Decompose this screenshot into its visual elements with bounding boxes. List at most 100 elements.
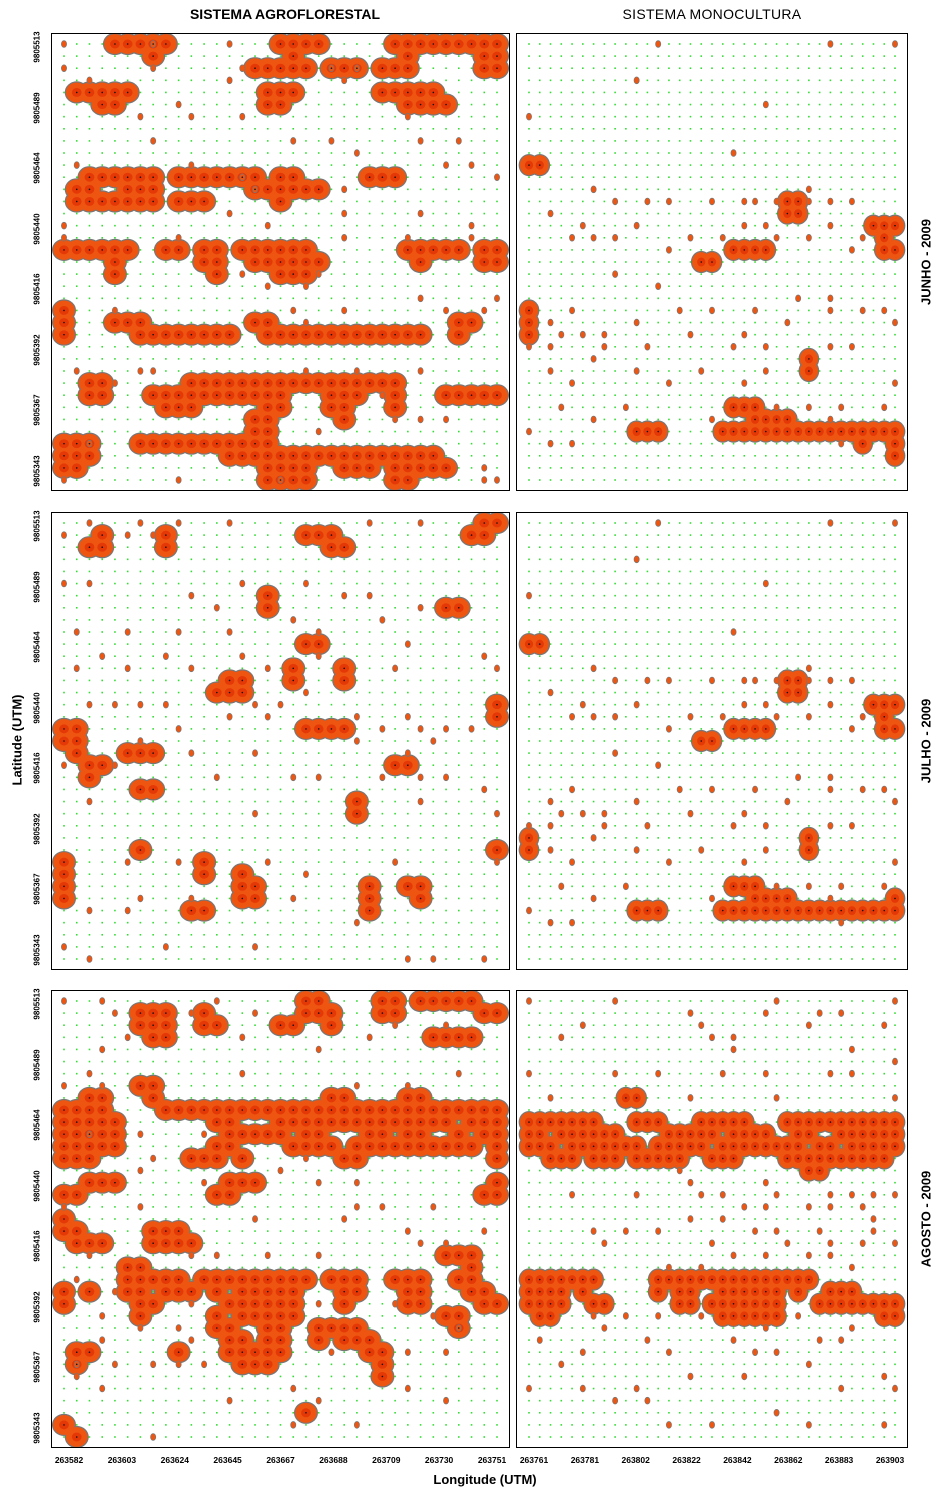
single-detection [762,343,769,351]
grid-point [470,297,473,300]
grid-point [775,152,778,154]
grid-point [266,824,269,827]
grid-point [88,430,91,433]
grid-point [560,188,563,191]
grid-point [470,667,473,670]
grid-point [292,594,295,597]
grid-point [445,236,447,239]
grid-point [381,115,384,118]
grid-point [528,418,530,421]
grid-point [317,394,320,397]
grid-point [549,430,552,433]
grid-point [330,522,333,524]
grid-point [368,394,371,397]
grid-point [711,285,713,288]
single-detection [698,367,705,375]
grid-point [407,570,409,573]
grid-point [330,800,333,803]
grid-point [657,297,659,300]
grid-point [381,236,384,239]
grid-point [432,394,435,397]
grid-point [343,643,345,645]
grid-point [381,655,384,658]
grid-point [797,43,799,45]
grid-point [797,442,799,445]
grid-point [614,188,616,191]
grid-point [732,467,735,469]
grid-point [203,619,205,621]
grid-point [228,321,231,324]
grid-point [394,582,396,585]
grid-point [786,261,789,263]
grid-point [851,479,853,481]
grid-point [483,358,486,360]
grid-point [407,140,409,142]
grid-point [114,55,116,57]
grid-point [538,79,541,82]
sample-point [139,188,142,191]
sample-point [343,454,345,457]
grid-point [254,606,256,609]
grid-point [419,594,422,597]
single-detection [892,318,898,327]
grid-point [279,309,282,312]
sample-point [786,430,789,433]
grid-point [394,558,396,561]
sample-point [190,406,193,409]
grid-point [126,740,129,742]
sample-point [266,333,269,336]
grid-point [88,655,91,658]
grid-point [732,224,735,227]
grid-point [840,261,842,263]
grid-point [203,418,205,421]
grid-point [883,454,886,457]
sample-point [483,43,486,45]
grid-point [152,558,154,561]
grid-point [432,824,435,827]
grid-point [177,570,180,573]
grid-point [445,358,447,360]
grid-point [549,200,552,203]
grid-point [840,285,842,288]
grid-point [139,140,142,142]
grid-point [368,534,371,536]
grid-point [711,224,713,227]
grid-point [445,800,447,803]
grid-point [646,164,649,166]
sample-point [635,430,638,433]
grid-point [818,479,821,481]
grid-point [254,691,256,694]
grid-point [88,67,91,70]
grid-point [457,812,460,815]
sample-point [470,321,473,324]
single-detection [741,197,748,206]
grid-point [292,152,295,154]
grid-point [432,800,435,803]
sample-point [165,333,167,336]
grid-point [139,824,142,827]
grid-point [432,558,435,561]
grid-point [88,594,91,597]
grid-point [872,382,875,384]
grid-point [470,715,473,718]
grid-point [786,249,789,251]
grid-point [114,679,116,682]
grid-point [840,467,842,469]
grid-point [678,188,681,191]
grid-point [419,406,422,409]
grid-point [582,454,584,457]
grid-point [571,273,573,275]
grid-point [75,776,78,779]
grid-point [614,140,616,142]
sample-point [872,430,875,433]
grid-point [560,152,563,154]
grid-point [432,479,435,481]
grid-point [203,140,205,142]
grid-point [797,127,799,130]
grid-point [840,394,842,397]
grid-point [368,321,371,324]
grid-point [63,776,65,779]
grid-point [797,467,799,469]
grid-point [305,546,307,549]
grid-point [330,103,333,106]
